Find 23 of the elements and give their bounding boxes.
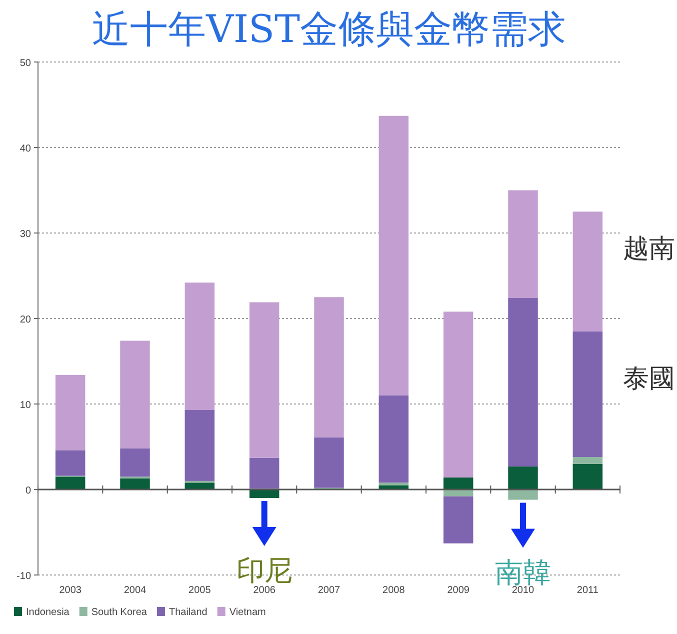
x-tick-label: 2005 xyxy=(188,585,212,596)
text: 泰國 xyxy=(623,364,675,394)
x-tick-label: 2008 xyxy=(382,585,406,596)
legend-label: Thailand xyxy=(168,607,208,618)
x-tick-label: 2006 xyxy=(253,585,276,596)
y-tick-label: 40 xyxy=(20,144,32,154)
legend-label: Indonesia xyxy=(26,607,70,618)
y-tick-label: 50 xyxy=(20,58,32,69)
y-tick-label: -10 xyxy=(16,571,32,582)
x-tick-label: 2003 xyxy=(59,585,82,596)
x-tick-label: 2007 xyxy=(318,585,341,596)
x-tick-label: 2009 xyxy=(447,585,470,596)
y-tick-label: 10 xyxy=(20,400,32,411)
legend-label: South Korea xyxy=(91,607,148,618)
y-tick-label: 20 xyxy=(20,314,32,326)
x-tick-label: 2011 xyxy=(576,585,599,596)
text: 越南 xyxy=(623,234,675,264)
x-tick-label: 2004 xyxy=(124,585,147,596)
chart-title: 近十年VIST金條與金幣需求 xyxy=(92,7,566,51)
y-tick-label: 30 xyxy=(20,229,32,240)
legend-label: Vietnam xyxy=(229,607,266,618)
y-tick-label: 0 xyxy=(25,486,32,496)
annotation: 印尼 xyxy=(236,554,292,588)
